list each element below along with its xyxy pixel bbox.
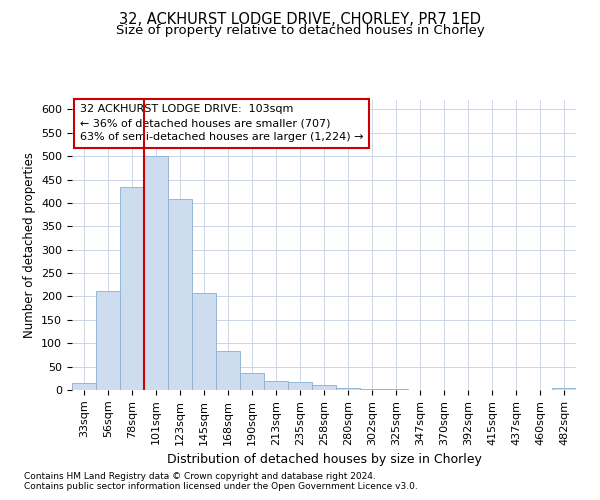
Bar: [72, 383, 96, 390]
Bar: [288, 382, 312, 390]
Bar: [240, 372, 264, 390]
Text: Contains public sector information licensed under the Open Government Licence v3: Contains public sector information licen…: [24, 482, 418, 491]
Bar: [552, 388, 576, 390]
Bar: [120, 186, 144, 390]
Bar: [312, 385, 336, 390]
Bar: [96, 291, 120, 390]
Text: Contains HM Land Registry data © Crown copyright and database right 2024.: Contains HM Land Registry data © Crown c…: [24, 472, 376, 481]
Bar: [384, 389, 408, 390]
Bar: [144, 156, 168, 390]
Bar: [216, 351, 240, 390]
Text: 32 ACKHURST LODGE DRIVE:  103sqm
← 36% of detached houses are smaller (707)
63% : 32 ACKHURST LODGE DRIVE: 103sqm ← 36% of…: [80, 104, 363, 142]
Y-axis label: Number of detached properties: Number of detached properties: [23, 152, 35, 338]
Bar: [192, 293, 216, 390]
Bar: [360, 389, 384, 390]
Bar: [336, 388, 360, 390]
X-axis label: Distribution of detached houses by size in Chorley: Distribution of detached houses by size …: [167, 453, 481, 466]
Text: Size of property relative to detached houses in Chorley: Size of property relative to detached ho…: [116, 24, 484, 37]
Bar: [168, 199, 192, 390]
Text: 32, ACKHURST LODGE DRIVE, CHORLEY, PR7 1ED: 32, ACKHURST LODGE DRIVE, CHORLEY, PR7 1…: [119, 12, 481, 28]
Bar: [264, 381, 288, 390]
